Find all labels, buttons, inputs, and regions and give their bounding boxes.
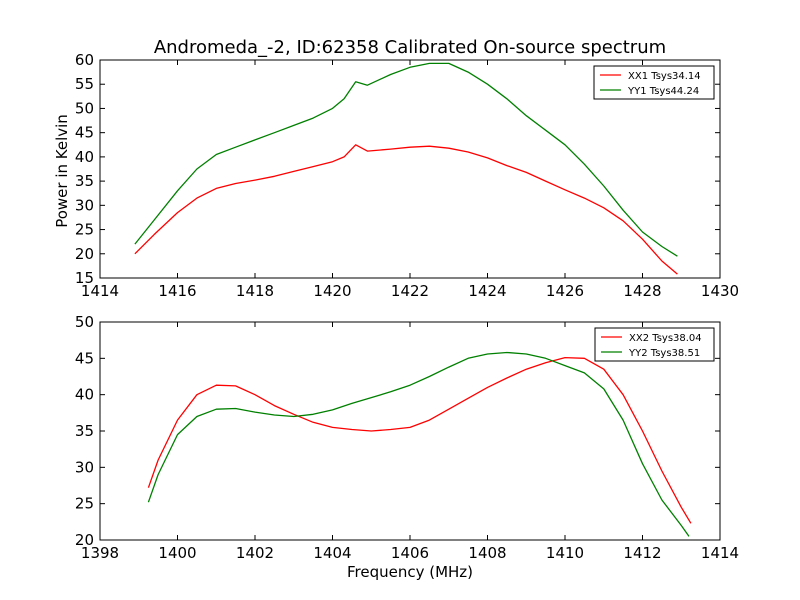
x-tick-label: 1414 [701, 544, 739, 562]
legend-frame [593, 65, 715, 100]
x-tick-label: 1402 [236, 544, 274, 562]
x-tick-label: 1426 [546, 282, 584, 300]
x-tick-label: 1430 [701, 282, 739, 300]
y-tick-label: 55 [75, 75, 94, 93]
series-line-1-1 [134, 144, 678, 275]
x-tick-label: 1418 [236, 282, 274, 300]
x-tick-label: 1398 [81, 544, 119, 562]
series-line-2-2 [147, 351, 690, 537]
y-axis-label: Power in Kelvin [53, 114, 71, 228]
y-tick-label: 45 [75, 349, 94, 367]
y-tick-label: 20 [75, 245, 94, 263]
legend-label: YY1 Tsys44.24 [627, 86, 699, 97]
x-tick-label: 1424 [468, 282, 506, 300]
y-tick-label: 50 [75, 313, 94, 331]
series-line-1-2 [134, 62, 678, 257]
y-tick-label: 45 [75, 124, 94, 142]
x-tick-label: 1428 [623, 282, 661, 300]
x-tick-label: 1410 [546, 544, 584, 562]
y-tick-label: 40 [75, 148, 94, 166]
y-tick-label: 35 [75, 422, 94, 440]
x-tick-label: 1406 [391, 544, 429, 562]
y-tick-label: 20 [75, 531, 94, 549]
x-tick-label: 1414 [81, 282, 119, 300]
legend: XX1 Tsys34.14 YY1 Tsys44.24 [593, 65, 715, 100]
x-axis-label: Frequency (MHz) [347, 563, 473, 581]
legend-frame [594, 327, 715, 362]
y-tick-label: 50 [75, 99, 94, 117]
x-tick-label: 1408 [468, 544, 506, 562]
x-tick-label: 1422 [391, 282, 429, 300]
legend: XX2 Tsys38.04 YY2 Tsys38.51 [594, 327, 715, 362]
x-tick-label: 1404 [313, 544, 351, 562]
plot-panel-2: 1398 1400 1402 1404 1406 1408 1410 1412 1414 20 25… [75, 313, 739, 562]
y-tick-label: 30 [75, 196, 94, 214]
x-tick-label: 1420 [313, 282, 351, 300]
x-tick-label: 1400 [158, 544, 196, 562]
y-tick-label: 40 [75, 386, 94, 404]
x-tick-label: 1416 [158, 282, 196, 300]
chart-title: Andromeda_-2, ID:62358 Calibrated On-sou… [154, 37, 666, 58]
y-tick-label: 15 [75, 269, 94, 287]
legend-label: XX2 Tsys38.04 [629, 333, 702, 344]
x-tick-label: 1412 [623, 544, 661, 562]
y-tick-label: 25 [75, 221, 94, 239]
y-tick-label: 60 [75, 51, 94, 69]
series-line-2-1 [147, 356, 692, 524]
plot-panel-1: 1414 1416 1418 1420 1422 1424 1426 1428 1430 15 20… [75, 51, 739, 300]
y-tick-label: 35 [75, 172, 94, 190]
legend-label: YY2 Tsys38.51 [628, 348, 700, 359]
y-tick-label: 30 [75, 458, 94, 476]
y-tick-label: 25 [75, 495, 94, 513]
plots: 1414 1416 1418 1420 1422 1424 1426 1428 1430 15 20… [75, 51, 739, 562]
legend-label: XX1 Tsys34.14 [628, 71, 701, 82]
